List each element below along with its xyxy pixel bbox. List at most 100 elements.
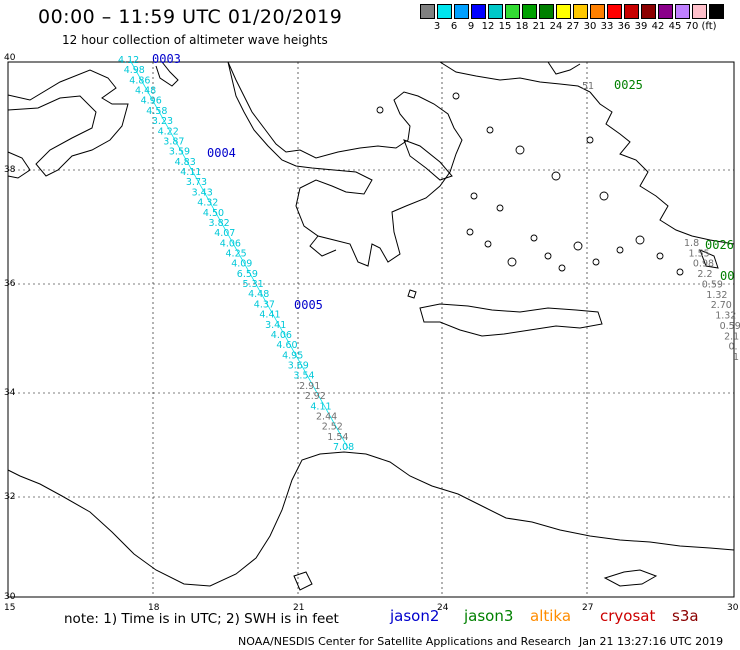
pass-label-0004: 0004 [207, 146, 236, 160]
scale-swatch [420, 4, 435, 19]
swh-value: 3.23 [152, 116, 173, 127]
swh-value: 3.69 [288, 361, 309, 372]
map-subtitle: 12 hour collection of altimeter wave hei… [62, 33, 328, 47]
swh-value: 3.54 [293, 371, 314, 382]
swh-value: 2.52 [322, 422, 343, 433]
scale-swatch [522, 4, 537, 19]
swh-value: 5.31 [243, 279, 264, 290]
scale-swatch [437, 4, 452, 19]
generation-timestamp: Jan 21 13:27:16 UTC 2019 [579, 635, 724, 648]
swh-values-main-track: 4.124.984.864.484.964.583.234.223.873.59… [118, 55, 354, 453]
swh-value: 4.09 [231, 259, 252, 270]
swh-value: 4.96 [141, 96, 162, 107]
scale-swatch [590, 4, 605, 19]
lon-label-27: 27 [582, 603, 593, 613]
scale-label: 24 [549, 21, 563, 32]
swh-value: 4.07 [214, 228, 235, 239]
pass-labels: 0003 0004 0005 0025 0026 00 [152, 52, 734, 312]
swh-value: 1.55 [689, 248, 710, 259]
swh-value: 4.83 [175, 157, 196, 168]
pass-label-0025: 0025 [614, 78, 643, 92]
scale-swatch [607, 4, 622, 19]
swh-value: 1.32 [706, 290, 727, 301]
scale-label: 45 [668, 21, 682, 32]
swh-value: 3.87 [163, 137, 184, 148]
scale-label: 15 [498, 21, 512, 32]
scale-swatch [573, 4, 588, 19]
scale-swatch [505, 4, 520, 19]
scale-label: (ft) [701, 21, 717, 32]
legend-jason3: jason3 [464, 607, 514, 625]
lon-label-15: 15 [4, 603, 15, 613]
swh-value: 0.59 [702, 280, 723, 291]
scale-swatch [556, 4, 571, 19]
legend-s3a: s3a [672, 607, 699, 625]
map-title: 00:00 – 11:59 UTC 01/20/2019 [38, 6, 343, 28]
swh-value: 0. [729, 342, 738, 353]
swh-value: 4.48 [135, 86, 156, 97]
swh-values-east-track: 1.81.550.982.20.591.322.701.320.592.10.1 [684, 238, 740, 363]
swh-value-ne: 51 [582, 81, 594, 92]
swh-value: 7.08 [333, 442, 354, 453]
swh-value: 4.12 [118, 55, 139, 66]
scale-swatch [454, 4, 469, 19]
pass-label-0003: 0003 [152, 52, 181, 66]
swh-value: 4.11 [310, 401, 331, 412]
scale-label: 27 [566, 21, 580, 32]
lon-label-30: 30 [727, 603, 739, 613]
scale-label: 3 [433, 21, 441, 32]
scale-label: 33 [600, 21, 614, 32]
pass-label-00: 00 [720, 269, 734, 283]
scale-swatch [624, 4, 639, 19]
lon-label-24: 24 [437, 603, 449, 613]
scale-label: 70 [685, 21, 699, 32]
color-scale-legend: 3 6 9 12 15 18 21 24 27 30 33 36 39 42 45 70 (ft) [420, 4, 728, 34]
scale-label: 36 [617, 21, 631, 32]
swh-value: 0.98 [693, 259, 714, 270]
swh-value: 3.82 [209, 218, 230, 229]
swh-value: 3.73 [186, 177, 207, 188]
map-frame [7, 61, 735, 598]
scale-label: 9 [467, 21, 475, 32]
lon-label-21: 21 [293, 603, 304, 613]
swh-value: 4.48 [248, 289, 269, 300]
coastlines [7, 61, 735, 591]
swh-value: 4.95 [282, 350, 303, 361]
scale-label: 21 [532, 21, 546, 32]
swh-value: 4.37 [254, 299, 275, 310]
swh-value: 1.32 [715, 311, 736, 322]
scale-swatch [539, 4, 554, 19]
swh-value: 3.41 [265, 320, 286, 331]
scale-swatch [641, 4, 656, 19]
lat-label-36: 36 [4, 279, 16, 289]
jason2-track [129, 59, 349, 449]
scale-label: 12 [481, 21, 495, 32]
lat-label-30: 30 [4, 592, 16, 602]
lat-label-32: 32 [4, 492, 15, 502]
pass-label-0005: 0005 [294, 298, 323, 312]
legend-cryosat: cryosat [600, 607, 656, 625]
lon-label-18: 18 [148, 603, 160, 613]
swh-value: 4.32 [197, 198, 218, 209]
swh-value: 4.22 [158, 126, 179, 137]
scale-label: 39 [634, 21, 648, 32]
swh-value: 4.11 [180, 167, 201, 178]
swh-value: 3.59 [169, 147, 190, 158]
graticule [8, 62, 734, 597]
scale-label: 42 [651, 21, 665, 32]
swh-value: 2.2 [697, 269, 712, 280]
swh-value: 2.44 [316, 411, 337, 422]
swh-value: 6.59 [237, 269, 258, 280]
swh-value: 2.70 [711, 300, 732, 311]
swh-value: 4.41 [259, 310, 280, 321]
swh-value: 4.58 [146, 106, 167, 117]
scale-swatch [692, 4, 707, 19]
scale-swatch [675, 4, 690, 19]
aegean-islands [376, 92, 684, 276]
legend-jason2: jason2 [390, 607, 440, 625]
lat-label-38: 38 [4, 165, 16, 175]
scale-label: 6 [450, 21, 458, 32]
legend-altika: altika [530, 607, 572, 625]
swh-value: 4.06 [220, 238, 241, 249]
